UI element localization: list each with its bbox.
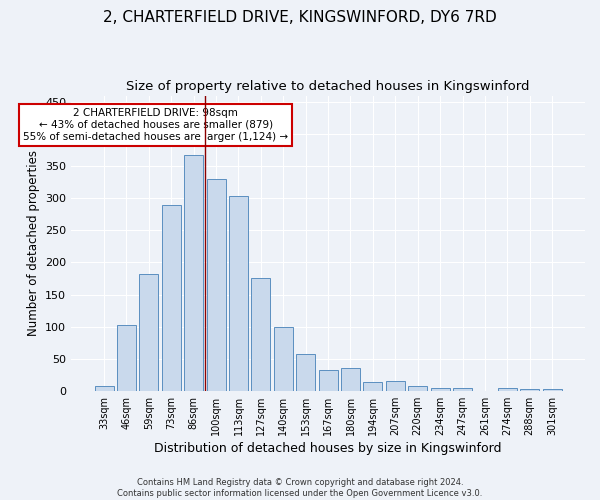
Bar <box>542 389 562 391</box>
Bar <box>162 204 181 391</box>
X-axis label: Distribution of detached houses by size in Kingswinford: Distribution of detached houses by size … <box>154 442 502 455</box>
Bar <box>453 388 472 391</box>
Bar <box>184 156 203 391</box>
Bar <box>229 196 248 391</box>
Bar <box>139 274 158 391</box>
Bar <box>520 389 539 391</box>
Bar <box>319 370 338 391</box>
Bar <box>274 326 293 391</box>
Text: 2, CHARTERFIELD DRIVE, KINGSWINFORD, DY6 7RD: 2, CHARTERFIELD DRIVE, KINGSWINFORD, DY6… <box>103 10 497 25</box>
Bar <box>386 381 405 391</box>
Text: 2 CHARTERFIELD DRIVE: 98sqm
← 43% of detached houses are smaller (879)
55% of se: 2 CHARTERFIELD DRIVE: 98sqm ← 43% of det… <box>23 108 288 142</box>
Bar <box>341 368 360 391</box>
Title: Size of property relative to detached houses in Kingswinford: Size of property relative to detached ho… <box>127 80 530 93</box>
Bar <box>251 278 271 391</box>
Text: Contains HM Land Registry data © Crown copyright and database right 2024.
Contai: Contains HM Land Registry data © Crown c… <box>118 478 482 498</box>
Bar <box>296 354 315 391</box>
Y-axis label: Number of detached properties: Number of detached properties <box>26 150 40 336</box>
Bar <box>95 386 113 391</box>
Bar <box>431 388 449 391</box>
Bar <box>498 388 517 391</box>
Bar <box>364 382 382 391</box>
Bar <box>206 179 226 391</box>
Bar <box>408 386 427 391</box>
Bar <box>117 324 136 391</box>
